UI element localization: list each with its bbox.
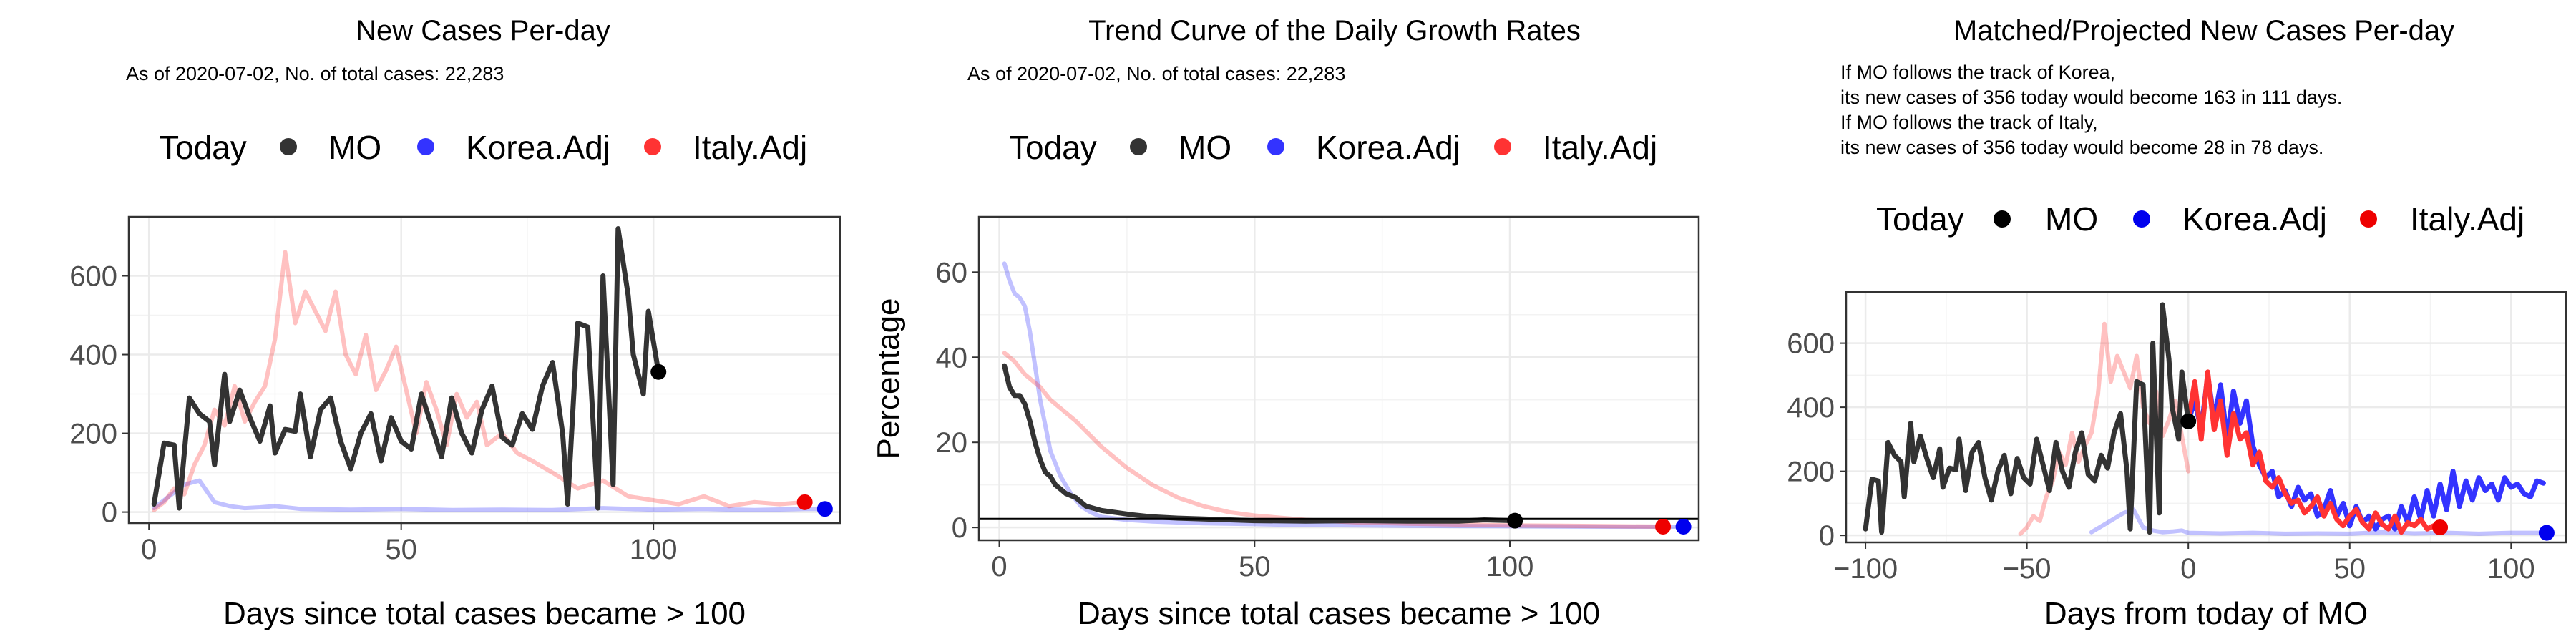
legend-label-korea: Korea.Adj: [466, 129, 610, 166]
y-tick-label: 40: [936, 342, 968, 374]
plot-area: −100 −50 0 50 100 0 200 400 600 Days from today o…: [1787, 291, 2567, 631]
line-italy-adj: [1002, 351, 1666, 529]
y-tick-label: 0: [102, 497, 117, 529]
y-tick-label: 400: [1787, 392, 1835, 424]
chart-subtitle: As of 2020-07-02, No. of total cases: 22…: [967, 63, 1345, 84]
x-tick-label: 0: [141, 534, 157, 565]
today-point-mo: [2180, 413, 2197, 429]
x-axis-label: Days from today of MO: [2044, 596, 2368, 631]
today-point-italy-adj: [1655, 518, 1672, 535]
plot-area: 0 50 100 0 20 40 60 Days since total cases beca…: [871, 215, 1700, 631]
plot-border: [127, 215, 841, 525]
y-tick-label: 60: [936, 257, 968, 288]
x-tick-label: 0: [991, 551, 1007, 582]
x-tick-label: 50: [1239, 551, 1271, 582]
legend-title: Today: [159, 129, 247, 166]
line-korea-adj: [152, 478, 827, 512]
x-axis-label: Days since total cases became > 100: [1078, 596, 1600, 631]
today-point-italy-adj: [2432, 519, 2449, 535]
projection-note-line: its new cases of 356 today would become …: [1840, 87, 2342, 108]
x-axis-label: Days since total cases became > 100: [223, 596, 746, 631]
line-italy-adj-projected: [2185, 369, 2443, 535]
y-tick-label: 600: [69, 261, 117, 293]
x-tick-label: −100: [1833, 553, 1898, 585]
legend-key-mo: [280, 138, 297, 155]
line-italy-adj: [152, 250, 807, 512]
x-tick-label: 0: [2180, 553, 2196, 585]
legend-key-korea: [2133, 210, 2150, 228]
legend: Today MO Korea.Adj Italy.Adj: [159, 129, 807, 166]
x-tick-label: 100: [1486, 551, 1534, 582]
series-lines: [1863, 302, 2546, 536]
series-lines: [979, 261, 1699, 529]
x-tick-label: 100: [2487, 553, 2535, 585]
legend-label-mo: MO: [328, 129, 381, 166]
today-point-korea-adj: [1675, 518, 1692, 535]
legend-label-korea: Korea.Adj: [1316, 129, 1460, 166]
legend-label-italy: Italy.Adj: [2410, 200, 2524, 238]
legend-label-mo: MO: [2045, 200, 2098, 238]
y-axis-label: Percentage: [871, 298, 906, 459]
plot-area: 0 50 100 0 200 400 600 Days since total cases b…: [69, 215, 841, 631]
y-tick-label: 200: [69, 419, 117, 450]
y-tick-label: 400: [69, 340, 117, 371]
chart-subtitle: As of 2020-07-02, No. of total cases: 22…: [126, 63, 504, 84]
x-tick-label: −50: [2003, 553, 2051, 585]
today-point-mo: [650, 364, 667, 380]
line-mo: [151, 226, 661, 511]
legend-key-mo: [1994, 210, 2011, 228]
projection-note-line: If MO follows the track of Korea,: [1840, 62, 2115, 83]
legend-key-korea: [417, 138, 434, 155]
y-tick-label: 600: [1787, 328, 1835, 360]
line-mo: [1002, 363, 1518, 524]
legend-label-italy: Italy.Adj: [1543, 129, 1657, 166]
legend: Today MO Korea.Adj Italy.Adj: [1876, 200, 2524, 238]
today-point-korea-adj: [2538, 525, 2555, 541]
legend-key-italy: [644, 138, 661, 155]
chart-title: Matched/Projected New Cases Per-day: [1953, 15, 2454, 47]
legend: Today MO Korea.Adj Italy.Adj: [1009, 129, 1657, 166]
legend-label-korea: Korea.Adj: [2182, 200, 2327, 238]
y-tick-label: 200: [1787, 457, 1835, 488]
legend-title: Today: [1876, 200, 1964, 238]
chart-title: New Cases Per-day: [356, 15, 610, 47]
today-point-italy-adj: [796, 494, 813, 510]
legend-key-italy: [2360, 210, 2377, 228]
y-tick-label: 0: [952, 512, 967, 544]
chart-title: Trend Curve of the Daily Growth Rates: [1088, 15, 1581, 47]
plot-border: [1845, 291, 2567, 544]
x-tick-label: 50: [2333, 553, 2366, 585]
legend-key-italy: [1494, 138, 1511, 155]
x-tick-label: 100: [630, 534, 678, 565]
y-tick-label: 0: [1819, 520, 1835, 552]
legend-label-italy: Italy.Adj: [693, 129, 807, 166]
legend-key-korea: [1267, 138, 1284, 155]
line-mo: [1863, 302, 2191, 535]
y-tick-label: 20: [936, 427, 968, 459]
panel-projected: Matched/Projected New Cases Per-day If M…: [1787, 15, 2567, 631]
line-korea-adj-projected: [2185, 372, 2546, 532]
legend-key-mo: [1130, 138, 1147, 155]
today-point-mo: [1507, 512, 1523, 529]
legend-title: Today: [1009, 129, 1097, 166]
projection-note-line: its new cases of 356 today would become …: [1840, 137, 2323, 158]
today-point-korea-adj: [816, 501, 833, 517]
plot-border: [977, 215, 1700, 542]
series-lines: [151, 226, 827, 512]
panel-new-cases: New Cases Per-day As of 2020-07-02, No. …: [69, 15, 841, 631]
panel-growth-rates: Trend Curve of the Daily Growth Rates As…: [871, 15, 1700, 631]
legend-label-mo: MO: [1179, 129, 1231, 166]
line-korea-adj: [1002, 261, 1686, 529]
projection-note-line: If MO follows the track of Italy,: [1840, 112, 2098, 133]
x-tick-label: 50: [385, 534, 417, 565]
